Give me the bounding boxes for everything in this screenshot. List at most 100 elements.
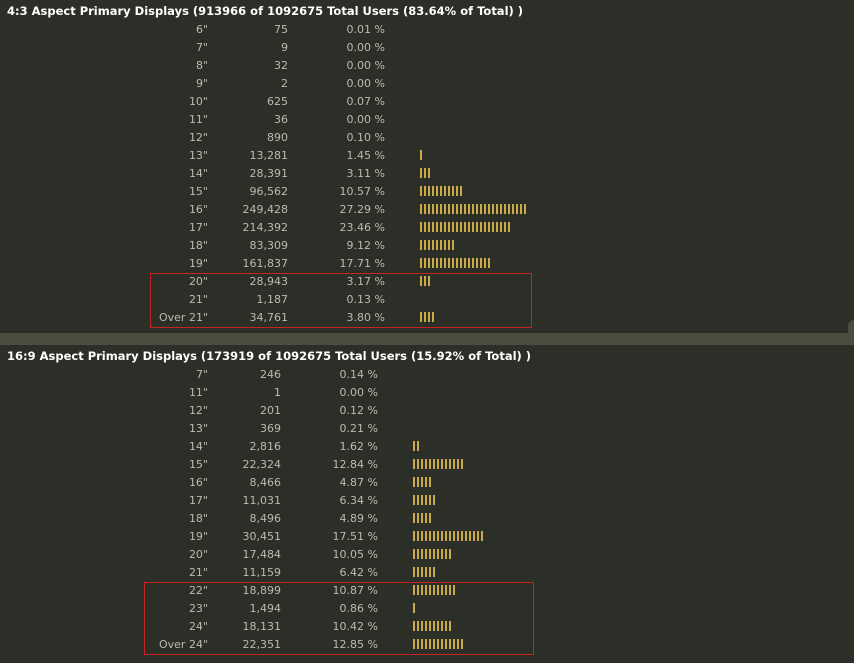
bar-segment: [432, 258, 434, 268]
table-row: 14" 28,391 3.11 %: [0, 165, 854, 183]
bar-segment: [480, 258, 482, 268]
table-row: 6" 75 0.01 %: [0, 21, 854, 39]
user-count: 18,899: [242, 584, 282, 597]
bar-segment: [457, 531, 459, 541]
bar-segment: [440, 186, 442, 196]
user-count: 1,494: [249, 602, 282, 615]
display-size-label: 16": [188, 476, 208, 489]
bar-segment: [476, 258, 478, 268]
percent-bar: [413, 621, 453, 631]
percent-value: 10.05 %: [332, 548, 378, 561]
bar-segment: [425, 639, 427, 649]
percent-value: 6.34 %: [339, 494, 378, 507]
display-size-label: 16": [188, 203, 208, 216]
bar-segment: [460, 186, 462, 196]
bar-segment: [424, 204, 426, 214]
bar-segment: [448, 186, 450, 196]
percent-bar: [420, 186, 464, 196]
divider-notch: [848, 320, 854, 333]
bar-segment: [484, 222, 486, 232]
percent-bar: [420, 276, 432, 286]
table-row: 20" 28,943 3.17 %: [0, 273, 854, 291]
table-row: 11" 1 0.00 %: [0, 384, 854, 402]
bar-segment: [460, 204, 462, 214]
bar-segment: [441, 549, 443, 559]
bar-segment: [441, 531, 443, 541]
bar-segment: [516, 204, 518, 214]
bar-segment: [461, 531, 463, 541]
percent-value: 0.01 %: [346, 23, 385, 36]
bar-segment: [421, 585, 423, 595]
bar-segment: [445, 531, 447, 541]
bar-segment: [449, 531, 451, 541]
bar-segment: [421, 567, 423, 577]
highlight-box: [150, 273, 532, 328]
bar-segment: [424, 312, 426, 322]
percent-value: 9.12 %: [346, 239, 385, 252]
bar-segment: [469, 531, 471, 541]
bar-segment: [417, 621, 419, 631]
bar-segment: [428, 186, 430, 196]
bar-segment: [428, 312, 430, 322]
table-row: 10" 625 0.07 %: [0, 93, 854, 111]
percent-bar: [420, 240, 456, 250]
bar-segment: [417, 549, 419, 559]
user-count: 1: [274, 386, 281, 399]
user-count: 625: [267, 95, 288, 108]
user-count: 161,837: [242, 257, 289, 270]
bar-segment: [417, 639, 419, 649]
bar-segment: [477, 531, 479, 541]
table-row: 17" 214,392 23.46 %: [0, 219, 854, 237]
bar-segment: [425, 621, 427, 631]
bar-segment: [488, 258, 490, 268]
bar-segment: [504, 204, 506, 214]
bar-segment: [421, 477, 423, 487]
bar-segment: [504, 222, 506, 232]
bar-segment: [476, 204, 478, 214]
bar-segment: [465, 531, 467, 541]
user-count: 1,187: [256, 293, 289, 306]
bar-segment: [417, 567, 419, 577]
bar-segment: [445, 549, 447, 559]
bar-segment: [429, 585, 431, 595]
bar-segment: [449, 621, 451, 631]
percent-value: 10.87 %: [332, 584, 378, 597]
table-row: 7" 9 0.00 %: [0, 39, 854, 57]
bar-segment: [413, 639, 415, 649]
display-size-label: 23": [188, 602, 208, 615]
bar-segment: [425, 585, 427, 595]
bar-segment: [496, 204, 498, 214]
bar-segment: [444, 222, 446, 232]
bar-segment: [449, 639, 451, 649]
bar-segment: [444, 204, 446, 214]
bar-segment: [429, 621, 431, 631]
table-row: 17" 11,031 6.34 %: [0, 492, 854, 510]
bar-segment: [468, 222, 470, 232]
percent-bar: [413, 639, 465, 649]
bar-segment: [500, 204, 502, 214]
display-size-label: 11": [188, 113, 208, 126]
table-row: 16" 249,428 27.29 %: [0, 201, 854, 219]
bar-segment: [428, 258, 430, 268]
bar-segment: [452, 258, 454, 268]
bar-segment: [468, 258, 470, 268]
bar-segment: [433, 549, 435, 559]
user-count: 201: [260, 404, 281, 417]
percent-value: 12.85 %: [332, 638, 378, 651]
table-row: 7" 246 0.14 %: [0, 366, 854, 384]
bar-segment: [445, 459, 447, 469]
user-count: 246: [260, 368, 281, 381]
highlight-box: [144, 582, 534, 655]
user-count: 8,466: [249, 476, 282, 489]
user-count: 11,031: [242, 494, 282, 507]
bar-segment: [500, 222, 502, 232]
bar-segment: [425, 513, 427, 523]
bar-segment: [452, 204, 454, 214]
bar-segment: [456, 222, 458, 232]
table-row: 8" 32 0.00 %: [0, 57, 854, 75]
percent-bar: [420, 222, 512, 232]
percent-bar: [420, 150, 424, 160]
chart-title: 16:9 Aspect Primary Displays (173919 of …: [7, 349, 532, 363]
percent-bar: [420, 312, 436, 322]
bar-segment: [421, 459, 423, 469]
